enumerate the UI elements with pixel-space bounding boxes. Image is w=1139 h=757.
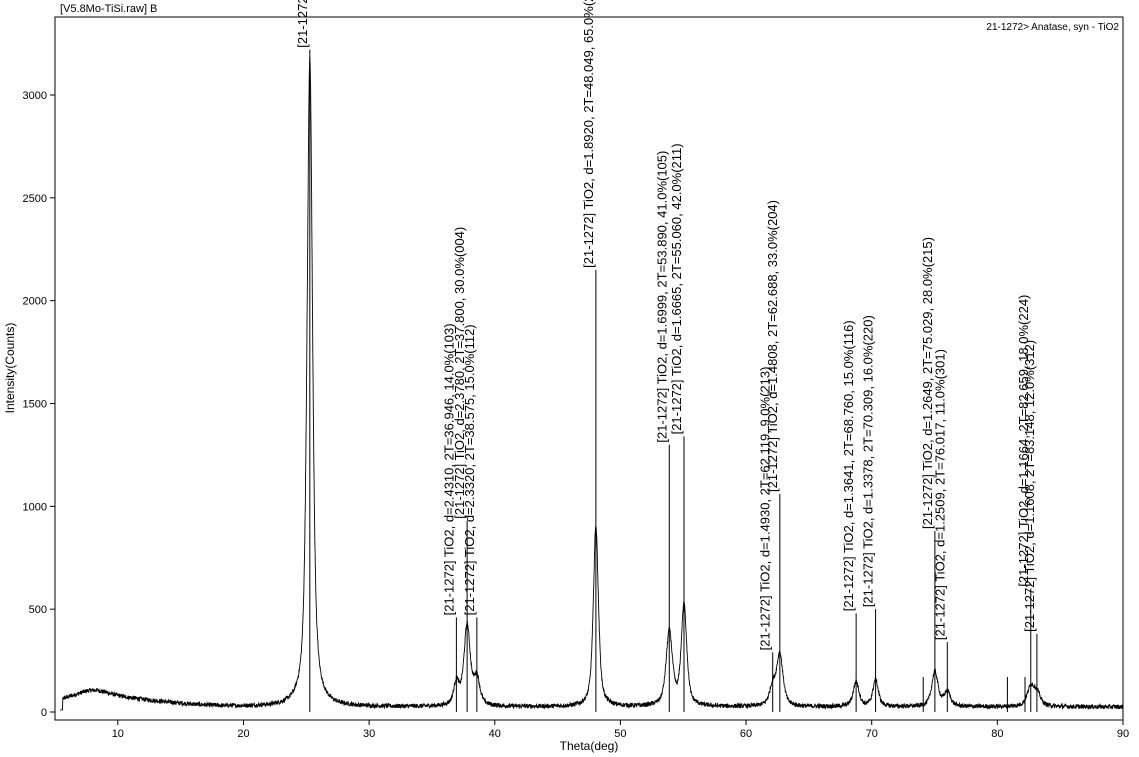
reference-line-label: [21-1272] TiO2, d=1.1608, 2T=83.148, 12.… [1022,340,1037,632]
scan-title: [V5.8Mo-TiSi.raw] B [60,3,158,15]
y-tick-label: 2500 [23,193,47,205]
x-tick-label: 50 [614,728,626,740]
x-tick-label: 70 [866,728,878,740]
diffraction-pattern [60,56,1124,711]
reference-line-label: [21-1272] TiO2, d=1.4808, 2T=62.688, 33.… [765,200,780,492]
y-tick-label: 0 [41,707,47,719]
y-tick-label: 1500 [23,399,47,411]
x-tick-label: 60 [740,728,752,740]
axis-ticks: 10 20 30 40 50 60 70 80 90 0 500 1000 1500 2000 2500 30… [23,90,1130,740]
reference-line-label: [21-1272] TiO2, d=1.1664, 2T=82.659, 18.… [1016,295,1031,587]
reference-line-label: [21-1272] TiO2, d=1.2509, 2T=76.017, 11.… [932,349,947,640]
y-tick-label: 500 [29,604,47,616]
reference-line-label: [21-1272] TiO2, d=1.8920, 2T=48.049, 65.… [581,0,596,268]
x-tick-label: 80 [991,728,1003,740]
plot-frame [54,16,1124,721]
reference-line-label: [21-1272] TiO2, d=2.3320, 2T=38.575, 15.… [462,324,477,615]
reference-line-label: [21-1272] TiO2, d=1.3378, 2T=70.309, 16.… [861,315,876,607]
x-tick-label: 10 [112,728,124,740]
reference-line-label: [21-1272] TiO2, d=1.4930, 2T=62.119, 9.0… [758,367,773,651]
x-tick-label: 90 [1117,728,1129,740]
y-tick-label: 2000 [23,296,47,308]
reference-line-label: [21-1272] TiO2, d=1.6999, 2T=53.890, 41.… [654,151,669,443]
reference-line-label: [21-1272] TiO2, d=1.3641, 2T=68.760, 15.… [841,320,856,611]
y-tick-label: 3000 [23,90,47,102]
x-tick-label: 30 [363,728,375,740]
reference-card-label: 21-1272> Anatase, syn - TiO2 [986,22,1119,33]
y-tick-label: 1000 [23,501,47,513]
reference-line-label: [21-1272] TiO2, d=2.3780, 2T=37.800, 30.… [452,227,467,519]
x-tick-label: 20 [237,728,249,740]
reference-line-label: [21-1272] TiO2, d=1.2649, 2T=75.029, 28.… [920,237,935,529]
reference-line-label: [21-1272] TiO2, d=3.5200, 2T=25.281, 100… [295,0,310,48]
reference-lines: [21-1272] TiO2, d=3.5200, 2T=25.281, 100… [295,0,1038,712]
y-axis-label: Intensity(Counts) [3,323,17,414]
x-axis-label: Theta(deg) [560,739,619,753]
reference-line-label: [21-1272] TiO2, d=1.6665, 2T=55.060, 42.… [669,143,684,434]
x-tick-label: 40 [489,728,501,740]
reference-line-label: [21-1272] TiO2, d=2.4310, 2T=36.946, 14.… [441,323,456,615]
pattern-trace [60,56,1124,711]
